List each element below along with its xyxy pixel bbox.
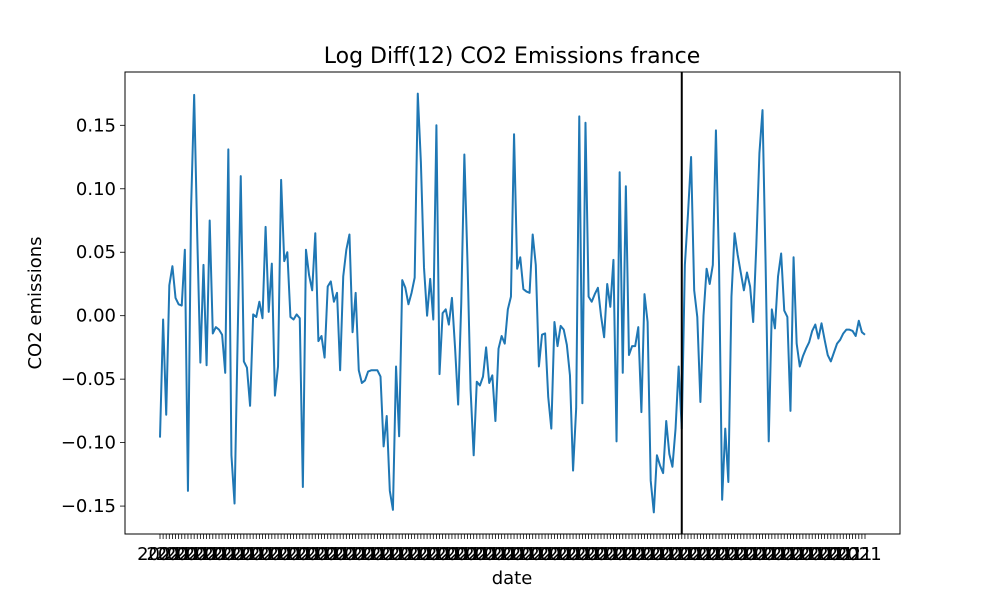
chart-title: Log Diff(12) CO2 Emissions france bbox=[324, 44, 701, 69]
x-tick-label: 2021 bbox=[193, 544, 239, 565]
x-tick-label: 2021 bbox=[761, 544, 807, 565]
x-tick-label: 2021 bbox=[473, 544, 519, 565]
x-tick-label: 2021 bbox=[827, 544, 873, 565]
x-tick-label: 2021 bbox=[631, 544, 677, 565]
x-tick-label: 2021 bbox=[202, 544, 248, 565]
x-tick-label: 2021 bbox=[379, 544, 425, 565]
x-tick-label: 2021 bbox=[165, 544, 211, 565]
x-tick-label: 2021 bbox=[705, 544, 751, 565]
x-tick-label: 2021 bbox=[724, 544, 770, 565]
y-tick-label: −0.15 bbox=[61, 496, 116, 517]
x-tick-label: 2021 bbox=[622, 544, 668, 565]
x-axis-label: date bbox=[492, 568, 533, 589]
x-tick-label: 2021 bbox=[230, 544, 276, 565]
x-tick-label: 2021 bbox=[659, 544, 705, 565]
x-tick-label: 2021 bbox=[398, 544, 444, 565]
x-tick-label: 2021 bbox=[454, 544, 500, 565]
x-tick-label: 2021 bbox=[407, 544, 453, 565]
x-tick-label: 2021 bbox=[333, 544, 379, 565]
y-tick-label: 0.00 bbox=[76, 306, 116, 327]
x-tick-label: 2021 bbox=[808, 544, 854, 565]
x-tick-label: 2021 bbox=[733, 544, 779, 565]
x-tick-label: 2021 bbox=[482, 544, 528, 565]
x-tick-label: 2021 bbox=[566, 544, 612, 565]
x-tick-label: 2021 bbox=[156, 544, 202, 565]
x-tick-label: 2021 bbox=[677, 544, 723, 565]
x-tick-label: 2021 bbox=[696, 544, 742, 565]
x-tick-label: 2021 bbox=[491, 544, 537, 565]
x-tick-label: 2021 bbox=[799, 544, 845, 565]
series-line bbox=[159, 92, 866, 514]
x-tick-label: 2021 bbox=[603, 544, 649, 565]
x-tick-label: 2021 bbox=[743, 544, 789, 565]
x-tick-label: 2021 bbox=[519, 544, 565, 565]
x-tick-label: 2021 bbox=[500, 544, 546, 565]
x-tick-label: 2021 bbox=[174, 544, 220, 565]
x-tick-label: 2021 bbox=[789, 544, 835, 565]
x-tick-label: 2021 bbox=[342, 544, 388, 565]
plot-frame bbox=[124, 71, 901, 535]
x-tick-label: 2021 bbox=[612, 544, 658, 565]
x-tick-label: 2021 bbox=[249, 544, 295, 565]
x-tick-label: 2021 bbox=[556, 544, 602, 565]
x-tick-label: 2021 bbox=[370, 544, 416, 565]
x-tick-label: 2021 bbox=[817, 544, 863, 565]
x-tick-label: 2021 bbox=[575, 544, 621, 565]
y-tick-label: 0.15 bbox=[76, 115, 116, 136]
x-tick-label: 2021 bbox=[361, 544, 407, 565]
x-tick-label: 2021 bbox=[780, 544, 826, 565]
x-tick-label: 2021 bbox=[584, 544, 630, 565]
x-tick-label: 2021 bbox=[221, 544, 267, 565]
plot-area: 2021202120212021202120212021202120212021… bbox=[61, 71, 901, 565]
x-tick-label: 2021 bbox=[547, 544, 593, 565]
x-tick-label: 2021 bbox=[463, 544, 509, 565]
x-tick-label: 2021 bbox=[323, 544, 369, 565]
x-tick-label: 2021 bbox=[240, 544, 286, 565]
x-tick-label: 2021 bbox=[528, 544, 574, 565]
x-tick-label: 2021 bbox=[426, 544, 472, 565]
x-tick-label: 2021 bbox=[286, 544, 332, 565]
x-tick-label: 2021 bbox=[538, 544, 584, 565]
x-tick-label: 2021 bbox=[277, 544, 323, 565]
x-tick-label: 2021 bbox=[836, 544, 882, 565]
x-tick-label: 2021 bbox=[594, 544, 640, 565]
x-tick-label: 2021 bbox=[314, 544, 360, 565]
x-tick-label: 2021 bbox=[650, 544, 696, 565]
x-tick-label: 2021 bbox=[640, 544, 686, 565]
x-tick-label: 2021 bbox=[668, 544, 714, 565]
x-tick-label: 2021 bbox=[351, 544, 397, 565]
x-tick-label: 2021 bbox=[137, 544, 183, 565]
x-tick-label: 2021 bbox=[212, 544, 258, 565]
y-tick-label: −0.10 bbox=[61, 433, 116, 454]
x-tick-label: 2021 bbox=[510, 544, 556, 565]
x-tick-label: 2021 bbox=[417, 544, 463, 565]
x-tick-label: 2021 bbox=[305, 544, 351, 565]
x-tick-label: 2021 bbox=[771, 544, 817, 565]
x-tick-label: 2021 bbox=[435, 544, 481, 565]
x-tick-label: 2021 bbox=[258, 544, 304, 565]
x-tick-label: 2021 bbox=[268, 544, 314, 565]
x-tick-label: 2021 bbox=[184, 544, 230, 565]
x-tick-label: 2021 bbox=[445, 544, 491, 565]
y-axis-label: CO2 emissions bbox=[25, 236, 46, 369]
x-tick-label: 2021 bbox=[389, 544, 435, 565]
x-tick-label: 2021 bbox=[295, 544, 341, 565]
x-tick-label: 2021 bbox=[715, 544, 761, 565]
x-tick-label: 2021 bbox=[687, 544, 733, 565]
x-tick-label: 2021 bbox=[752, 544, 798, 565]
y-tick-label: 0.10 bbox=[76, 179, 116, 200]
y-tick-label: 0.05 bbox=[76, 242, 116, 263]
x-tick-label: 2021 bbox=[146, 544, 192, 565]
y-tick-label: −0.05 bbox=[61, 369, 116, 390]
